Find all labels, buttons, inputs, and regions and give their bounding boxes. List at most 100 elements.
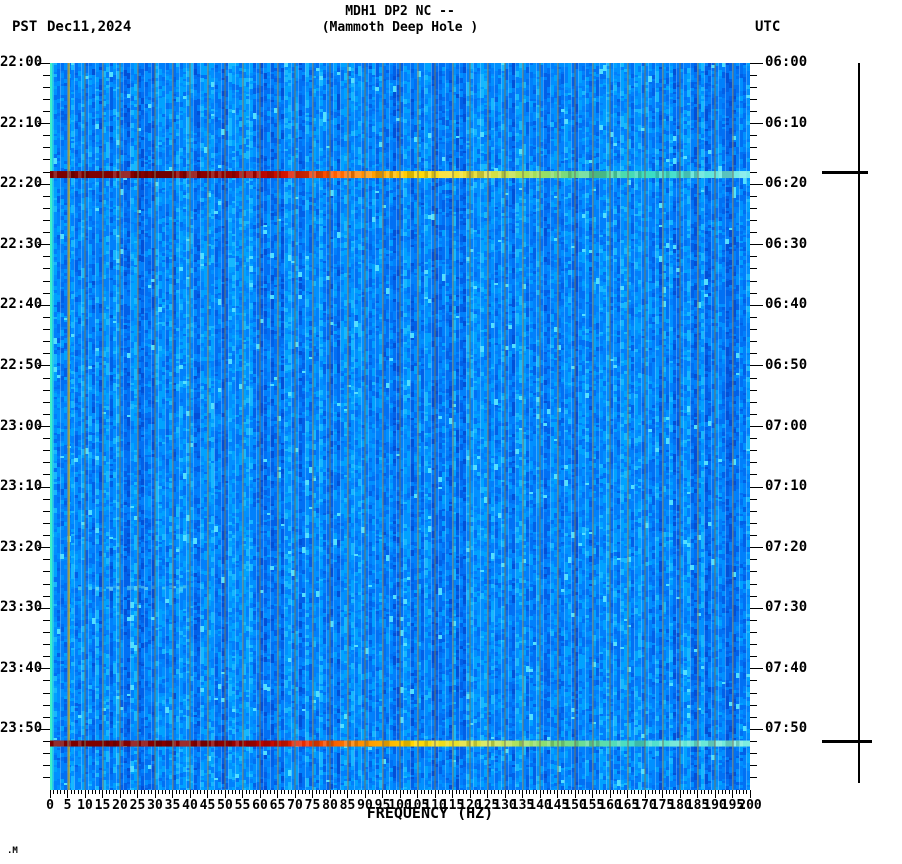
left-axis-tick [38,486,50,488]
x-axis-tick [63,790,65,794]
x-axis-tick [396,790,397,794]
x-axis-tick [508,790,509,794]
left-axis-label: 22:20 [0,175,43,192]
x-axis-label: 150 [563,798,587,813]
right-axis-tick [750,341,757,343]
x-axis-tick [473,790,474,794]
left-axis-tick [43,341,50,343]
right-axis-label: 07:30 [765,599,808,616]
x-axis-tick [543,790,544,794]
right-axis-tick [750,389,757,391]
x-axis-tick [81,790,82,794]
chart-subtitle: (Mammoth Deep Hole ) [321,20,479,35]
left-axis-label: 23:50 [0,720,43,737]
x-axis-tick [455,790,457,794]
left-axis-tick [38,426,50,427]
x-axis-tick [361,790,362,794]
right-axis-tick [750,716,757,718]
x-axis-tick [529,790,530,794]
x-axis-tick [560,790,562,794]
x-axis-tick [144,790,145,794]
x-axis-tick [343,790,345,794]
x-axis-tick [130,790,131,794]
x-axis-tick [546,790,548,794]
x-axis-tick [375,790,376,794]
left-axis-tick [43,716,50,718]
left-axis-tick [43,450,50,452]
x-axis-tick [515,790,516,794]
x-axis-tick [308,790,310,794]
x-axis-tick [571,790,572,794]
left-axis-tick [43,462,50,464]
x-axis-tick [669,790,670,794]
x-axis-tick [231,790,233,794]
x-axis-tick [98,790,100,794]
x-axis-tick [501,790,502,794]
x-axis-tick [700,790,702,794]
x-axis-label: 80 [322,798,338,813]
x-axis-tick [312,790,313,798]
x-axis-label: 155 [580,798,605,813]
right-axis-label: 07:00 [765,417,808,434]
x-axis-tick [655,790,656,794]
x-axis-tick [273,790,275,794]
left-axis-tick [43,595,50,597]
right-axis-tick [750,280,757,282]
x-axis-tick [707,790,709,794]
left-axis-tick [43,171,50,173]
left-axis-tick [43,765,50,767]
left-axis-tick [43,401,50,403]
x-axis-tick [137,790,138,798]
x-axis-tick [483,790,485,794]
x-axis-tick [459,790,460,794]
x-axis-tick [252,790,254,794]
right-axis-label: 06:40 [765,296,808,313]
right-axis-tick [750,583,757,585]
left-axis-tick [43,631,50,633]
left-axis-tick [43,207,50,209]
x-axis-tick [105,790,107,794]
x-axis-tick [315,790,317,794]
x-axis-tick [735,790,737,794]
x-axis-tick [728,790,730,794]
x-axis-tick [641,790,642,794]
x-axis-tick [102,790,103,798]
left-axis-tick [43,741,50,743]
x-axis-tick [704,790,705,794]
x-axis-tick [56,790,58,794]
right-axis-tick [750,728,763,730]
x-axis-tick [413,790,415,794]
date-label: Dec11,2024 [47,19,132,35]
x-axis-tick [623,790,625,794]
x-axis-tick [448,790,450,794]
right-axis-tick [750,450,757,452]
x-axis-label: 130 [493,798,517,813]
x-axis-tick [214,790,215,794]
x-axis-tick [550,790,551,794]
x-axis-tick [606,790,607,794]
x-axis-tick [725,790,726,794]
x-axis-tick [179,790,180,794]
left-axis-tick [43,413,50,415]
x-axis-label: 190 [703,798,727,813]
right-axis-tick [750,547,763,549]
left-axis-tick [43,559,50,561]
x-axis-tick [347,790,348,798]
x-axis-label: 70 [287,798,303,813]
left-axis-tick [38,62,50,64]
x-axis-tick [466,790,467,794]
x-axis-tick [445,790,446,794]
left-axis-tick [43,377,50,379]
x-axis-tick [711,790,712,794]
x-axis-tick [291,790,292,794]
left-axis-tick [43,329,50,331]
timezone-right-label: UTC [755,19,781,35]
x-axis-tick [441,790,443,794]
x-axis-tick [175,790,177,794]
trace-line [858,63,860,783]
right-axis-tick [750,256,757,258]
x-axis-label: 145 [545,798,570,813]
x-axis-tick [693,790,695,794]
x-axis-tick [648,790,649,794]
x-axis-tick [116,790,117,794]
